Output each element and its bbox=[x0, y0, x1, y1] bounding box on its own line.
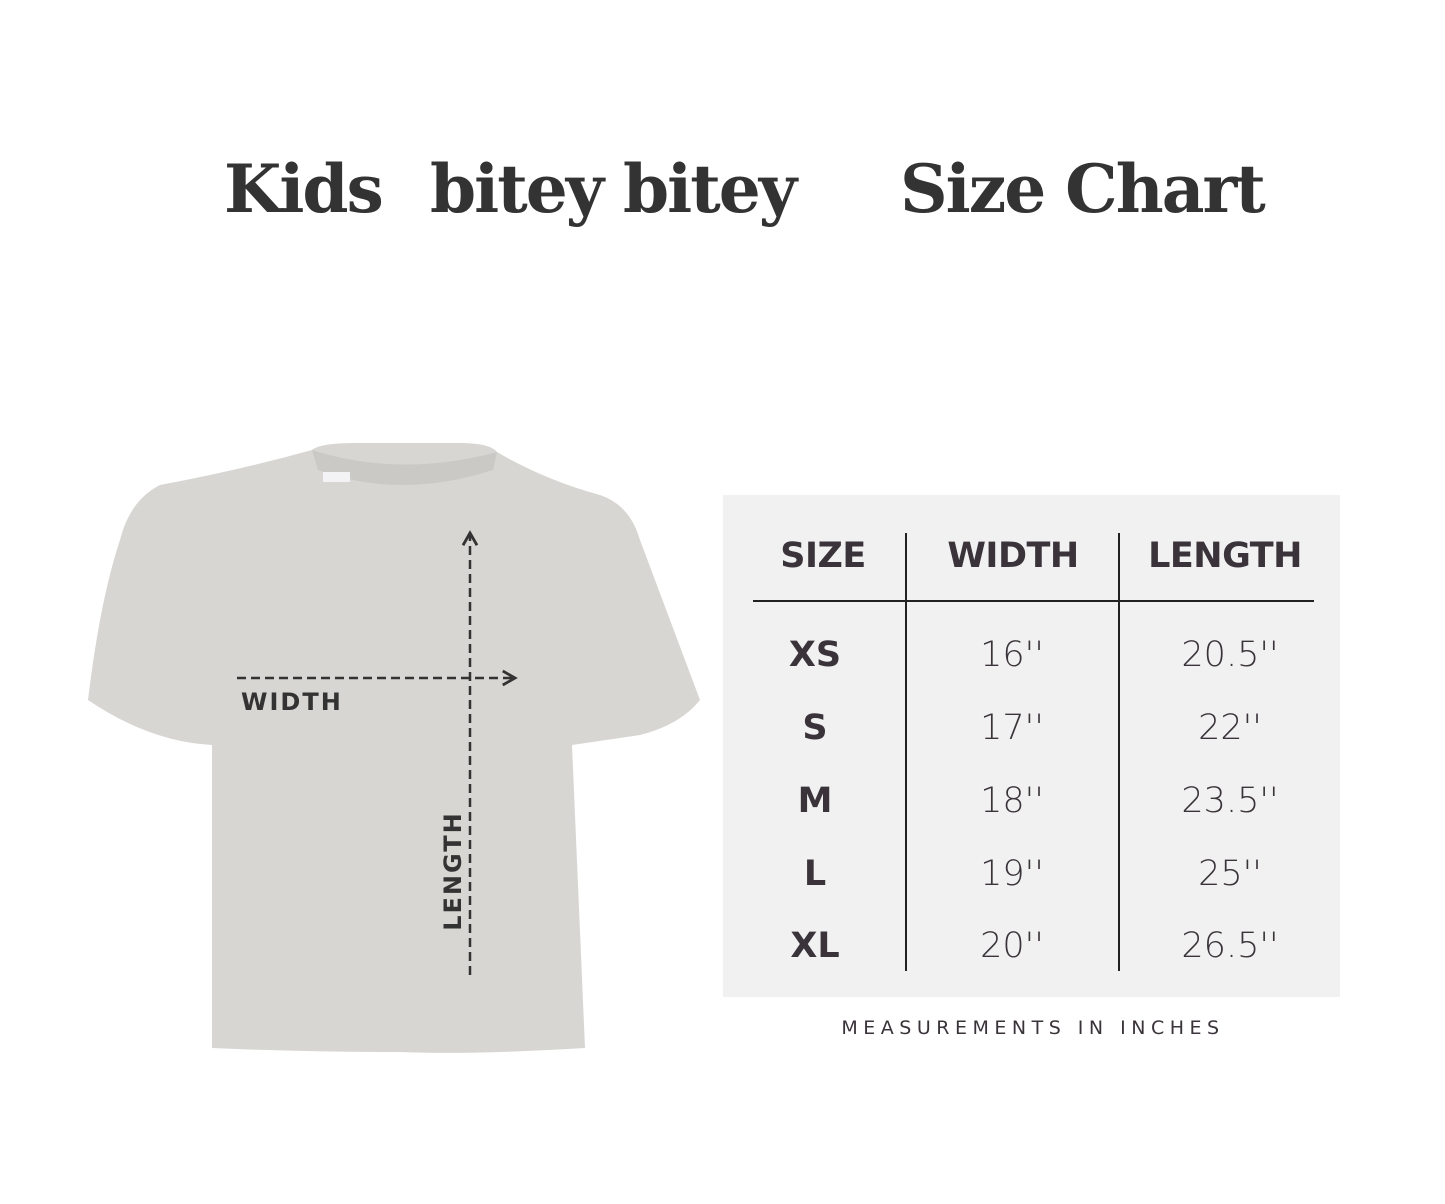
length-label: LENGTH bbox=[439, 811, 467, 931]
cell-width: 16'' bbox=[980, 635, 1044, 675]
size-table-panel bbox=[723, 495, 1340, 997]
cell-size: XS bbox=[788, 635, 842, 675]
tshirt-body bbox=[88, 443, 700, 1053]
column-divider bbox=[905, 533, 907, 971]
cell-size: S bbox=[802, 708, 828, 748]
cell-length: 23.5'' bbox=[1181, 781, 1279, 821]
tshirt-tag bbox=[323, 472, 350, 482]
cell-size: M bbox=[797, 781, 833, 821]
cell-width: 19'' bbox=[980, 854, 1044, 894]
tshirt-collar bbox=[312, 450, 497, 485]
title-kids: Kids bbox=[224, 150, 384, 228]
cell-size: XL bbox=[790, 926, 840, 966]
column-divider bbox=[1118, 533, 1120, 971]
title-size-chart: Size Chart bbox=[900, 150, 1266, 228]
title-product-name: bitey bitey bbox=[430, 150, 797, 228]
measurements-note: MEASUREMENTS IN INCHES bbox=[841, 1017, 1225, 1039]
cell-length: 20.5'' bbox=[1181, 635, 1279, 675]
cell-width: 18'' bbox=[980, 781, 1044, 821]
cell-length: 25'' bbox=[1198, 854, 1262, 894]
header-size: SIZE bbox=[780, 536, 866, 576]
cell-width: 20'' bbox=[980, 926, 1044, 966]
header-length: LENGTH bbox=[1148, 536, 1302, 576]
cell-width: 17'' bbox=[980, 708, 1044, 748]
cell-length: 22'' bbox=[1198, 708, 1262, 748]
cell-length: 26.5'' bbox=[1181, 926, 1279, 966]
cell-size: L bbox=[803, 854, 827, 894]
header-divider bbox=[753, 600, 1314, 602]
header-width: WIDTH bbox=[947, 536, 1079, 576]
width-label: WIDTH bbox=[241, 688, 343, 716]
